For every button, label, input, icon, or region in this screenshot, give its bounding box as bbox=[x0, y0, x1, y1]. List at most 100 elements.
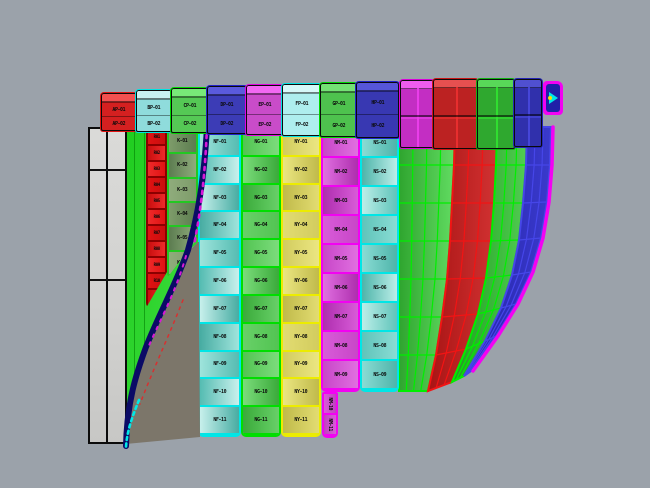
plate-box-green-2[interactable]: GP-01 GP-02 bbox=[320, 83, 357, 137]
plate-cell[interactable]: NY-08 bbox=[283, 323, 319, 352]
magenta-hull-edge[interactable] bbox=[471, 125, 555, 373]
plate-box-cell[interactable]: EP-01 bbox=[247, 94, 282, 114]
plate-cell[interactable]: NG-03 bbox=[243, 184, 279, 213]
plate-cell-label: NY-09 bbox=[294, 361, 308, 367]
plate-box-top-face bbox=[247, 86, 282, 94]
plate-cell[interactable]: K-03 bbox=[169, 178, 196, 203]
plate-cell[interactable]: K-02 bbox=[169, 154, 196, 179]
plate-box-cyan-1[interactable]: BP-01 BP-02 bbox=[136, 90, 172, 132]
cyan-plate-column[interactable]: NF-01 NF-02 NF-03 NF-04 NF-05 NF-06 NF-07 NF-08… bbox=[198, 127, 241, 437]
plate-box-cell[interactable]: FP-02 bbox=[283, 114, 320, 135]
plate-cell[interactable]: NM-10 bbox=[324, 394, 336, 415]
plate-box-blue-3[interactable] bbox=[514, 79, 542, 147]
plate-box-cell[interactable]: FP-01 bbox=[283, 93, 320, 114]
plate-cell[interactable]: NM-09 bbox=[323, 361, 358, 390]
plate-box-cell[interactable]: DP-02 bbox=[208, 114, 246, 133]
plate-box-palecyan-1[interactable]: FP-01 FP-02 bbox=[282, 84, 321, 136]
plate-cell[interactable]: NG-10 bbox=[243, 379, 279, 408]
plate-box-cell[interactable]: GP-01 bbox=[321, 92, 356, 114]
plate-box-cell[interactable]: EP-02 bbox=[247, 114, 282, 134]
plate-box-red-2[interactable] bbox=[433, 79, 478, 149]
plate-box-cell[interactable]: CP-02 bbox=[172, 114, 207, 133]
plate-cell[interactable]: NF-10 bbox=[200, 379, 239, 408]
plate-cell[interactable]: NF-11 bbox=[200, 407, 239, 435]
plate-cell[interactable]: NY-04 bbox=[283, 212, 319, 241]
plate-box-blue-1[interactable]: DP-01 DP-02 bbox=[207, 86, 247, 134]
plate-cell[interactable]: NF-03 bbox=[200, 184, 239, 213]
plate-cell[interactable]: NM-02 bbox=[323, 158, 358, 187]
plate-box-cell[interactable]: HP-02 bbox=[357, 114, 398, 137]
plate-cell[interactable]: NS-03 bbox=[362, 187, 397, 216]
plate-cell[interactable]: R04 bbox=[148, 178, 165, 194]
plate-cell[interactable]: NY-10 bbox=[283, 379, 319, 408]
plate-cell[interactable]: R02 bbox=[148, 146, 165, 162]
red-frame-column[interactable]: R01R02R03R04R05R06R07R08R09R10R11 bbox=[146, 128, 167, 308]
plate-cell[interactable]: NG-02 bbox=[243, 156, 279, 185]
plate-cell[interactable]: NY-07 bbox=[283, 295, 319, 324]
magenta-edge-strip[interactable]: NM-10 NM-11 bbox=[322, 392, 338, 438]
plate-cell[interactable]: NS-02 bbox=[362, 158, 397, 187]
plate-cell[interactable]: R05 bbox=[148, 194, 165, 210]
plate-cell[interactable]: NM-04 bbox=[323, 216, 358, 245]
plate-box-magenta-2[interactable] bbox=[400, 80, 434, 148]
plate-box-cell[interactable]: BP-01 bbox=[137, 99, 171, 115]
plate-cell[interactable]: R09 bbox=[148, 258, 165, 274]
plate-box-cell[interactable]: AP-01 bbox=[102, 102, 136, 116]
plate-cell[interactable]: NY-03 bbox=[283, 184, 319, 213]
bow-stem-curve[interactable] bbox=[123, 124, 210, 449]
plate-cell[interactable]: NG-04 bbox=[243, 212, 279, 241]
plate-box-cell[interactable]: DP-01 bbox=[208, 95, 246, 114]
plate-cell[interactable]: NF-07 bbox=[200, 295, 239, 324]
plate-cell[interactable]: NG-11 bbox=[243, 407, 279, 435]
plate-cell[interactable]: K-04 bbox=[169, 202, 196, 228]
plate-cell[interactable]: NG-07 bbox=[243, 295, 279, 324]
plate-cell[interactable]: R03 bbox=[148, 162, 165, 178]
plate-box-cell[interactable]: HP-01 bbox=[357, 91, 398, 114]
plate-box-cell[interactable]: GP-02 bbox=[321, 114, 356, 136]
plate-cell[interactable]: NG-05 bbox=[243, 240, 279, 269]
plate-cell[interactable]: R08 bbox=[148, 242, 165, 258]
plate-cell[interactable]: R06 bbox=[148, 210, 165, 226]
plate-cell[interactable]: NF-06 bbox=[200, 268, 239, 296]
plate-cell[interactable]: NY-11 bbox=[283, 407, 319, 435]
plate-box-cell[interactable]: AP-02 bbox=[102, 116, 136, 130]
plate-cell[interactable]: NY-02 bbox=[283, 156, 319, 185]
plate-box-cell[interactable]: CP-01 bbox=[172, 97, 207, 115]
plate-box-green-3[interactable] bbox=[477, 79, 515, 149]
plate-cell[interactable]: NG-08 bbox=[243, 323, 279, 352]
plate-cell[interactable]: NS-04 bbox=[362, 216, 397, 245]
plate-cell-label: K-03 bbox=[177, 186, 188, 193]
plate-cell[interactable]: NM-08 bbox=[323, 332, 358, 361]
plate-cell[interactable]: NM-11 bbox=[324, 415, 336, 436]
plate-box-blue-2[interactable]: HP-01 HP-02 bbox=[356, 82, 399, 138]
plate-cell[interactable]: NS-09 bbox=[362, 361, 397, 390]
plate-cell[interactable]: NY-06 bbox=[283, 268, 319, 296]
plate-cell[interactable]: NF-05 bbox=[200, 240, 239, 269]
plate-cell[interactable]: NS-08 bbox=[362, 332, 397, 361]
plate-cell[interactable]: NF-08 bbox=[200, 323, 239, 352]
arrow-marker-icon[interactable] bbox=[543, 81, 563, 115]
plate-cell[interactable]: NG-09 bbox=[243, 351, 279, 380]
plate-box-cell[interactable]: BP-02 bbox=[137, 115, 171, 131]
plate-cell[interactable]: NY-05 bbox=[283, 240, 319, 269]
plate-cell[interactable]: NS-06 bbox=[362, 274, 397, 303]
plate-cell[interactable]: NM-05 bbox=[323, 245, 358, 274]
plate-cell[interactable]: NG-06 bbox=[243, 268, 279, 296]
plate-cell[interactable]: K-01 bbox=[169, 130, 196, 155]
plate-cell[interactable]: NS-07 bbox=[362, 303, 397, 332]
plate-cell[interactable]: NS-05 bbox=[362, 245, 397, 274]
blue-hull-band[interactable] bbox=[463, 126, 553, 377]
plate-cell-label: R06 bbox=[153, 214, 160, 220]
plate-cell[interactable]: NM-03 bbox=[323, 187, 358, 216]
plate-cell[interactable]: NM-06 bbox=[323, 274, 358, 303]
plate-cell[interactable]: NY-09 bbox=[283, 351, 319, 380]
plate-cell[interactable]: NM-07 bbox=[323, 303, 358, 332]
plate-cell[interactable]: R07 bbox=[148, 226, 165, 242]
plate-cell[interactable]: R01 bbox=[148, 130, 165, 146]
plate-box-red-1[interactable]: AP-01 AP-02 bbox=[101, 93, 137, 131]
plate-box-magenta-1[interactable]: EP-01 EP-02 bbox=[246, 85, 283, 135]
plate-box-green-1[interactable]: CP-01 CP-02 bbox=[171, 88, 208, 133]
keel-plate[interactable] bbox=[88, 127, 127, 444]
plate-cell[interactable]: NF-09 bbox=[200, 351, 239, 380]
plate-cell[interactable]: NF-04 bbox=[200, 212, 239, 241]
